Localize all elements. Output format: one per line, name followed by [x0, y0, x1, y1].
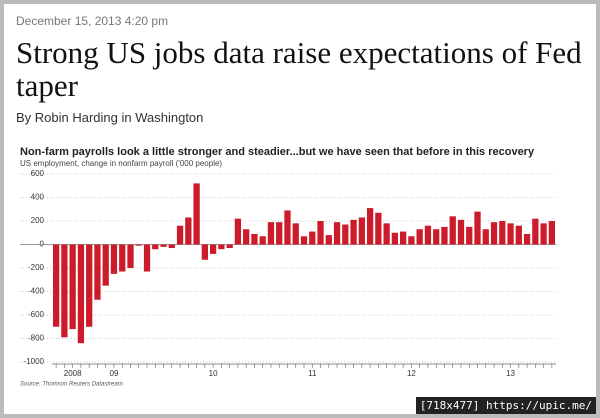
bar	[333, 222, 341, 245]
bar	[507, 223, 514, 245]
bar	[209, 244, 217, 254]
bar	[375, 212, 382, 245]
y-tick-label: -600	[28, 310, 45, 319]
source: Source: Thomson Reuters Datastream	[20, 382, 123, 388]
x-tick-label: 10	[209, 369, 218, 378]
bar	[383, 223, 390, 245]
y-tick-label: 600	[31, 169, 45, 178]
bar	[457, 219, 465, 245]
bar	[243, 229, 250, 245]
bar	[358, 217, 365, 245]
bar	[234, 218, 242, 245]
x-tick-label: 09	[110, 369, 119, 378]
x-tick-label: 11	[308, 369, 317, 378]
bar	[119, 244, 126, 272]
bar	[325, 235, 332, 245]
y-tick-label: -400	[28, 287, 45, 296]
bar	[300, 236, 308, 245]
bar	[342, 224, 349, 245]
bar	[251, 233, 258, 245]
headline: Strong US jobs data raise expectations o…	[16, 35, 582, 103]
bar	[548, 221, 556, 245]
bar	[193, 183, 200, 245]
bar	[160, 244, 167, 247]
chart-title: Non-farm payrolls look a little stronger…	[20, 146, 535, 158]
bar	[226, 244, 233, 249]
bar	[52, 244, 60, 327]
bar	[292, 223, 299, 245]
bar	[284, 210, 291, 245]
bar	[490, 222, 498, 245]
bar	[77, 244, 85, 344]
chart-subtitle: US employment, change in nonfarm payroll…	[20, 159, 222, 168]
bar	[309, 231, 316, 245]
bar	[391, 232, 399, 245]
chart: Non-farm payrolls look a little stronger…	[20, 146, 556, 388]
y-tick-label: -800	[28, 334, 45, 343]
bar	[433, 229, 440, 245]
x-tick-label: 12	[407, 369, 416, 378]
bar	[86, 244, 93, 327]
bar	[540, 223, 547, 245]
y-tick-label: -1000	[24, 357, 45, 366]
x-tick-label: 13	[506, 369, 515, 378]
bar	[168, 244, 175, 249]
y-tick-label: 200	[31, 216, 45, 225]
bar	[152, 244, 159, 250]
bar	[135, 244, 142, 246]
bar	[515, 225, 522, 245]
bar	[317, 221, 324, 245]
bar	[102, 244, 109, 286]
bar	[499, 221, 506, 245]
y-tick-label: -200	[28, 263, 45, 272]
bar	[366, 208, 374, 245]
bar	[276, 222, 283, 245]
bar	[449, 216, 456, 245]
bar	[523, 233, 531, 245]
x-tick-label: 2008	[64, 369, 82, 378]
bar	[218, 244, 225, 250]
bar	[400, 231, 407, 245]
bar	[259, 236, 266, 245]
date: December 15, 2013 4:20 pm	[16, 14, 169, 28]
bar	[532, 218, 539, 245]
bar	[466, 226, 473, 245]
y-tick-label: 400	[31, 193, 45, 202]
bar	[424, 225, 432, 245]
bar	[474, 211, 481, 245]
bar	[267, 222, 275, 245]
bar	[482, 229, 489, 245]
watermark: [718x477] https://upic.me/	[415, 397, 596, 414]
bar	[110, 244, 118, 274]
byline: By Robin Harding in Washington	[16, 110, 204, 125]
bar	[143, 244, 151, 272]
bar	[127, 244, 134, 268]
bar	[350, 219, 357, 245]
bar	[176, 225, 184, 245]
bar	[185, 217, 192, 245]
bar	[61, 244, 68, 338]
bar	[69, 244, 76, 330]
bar	[416, 229, 423, 245]
bar	[201, 244, 208, 260]
bar	[94, 244, 101, 300]
bar	[441, 226, 448, 245]
bar	[408, 236, 415, 245]
